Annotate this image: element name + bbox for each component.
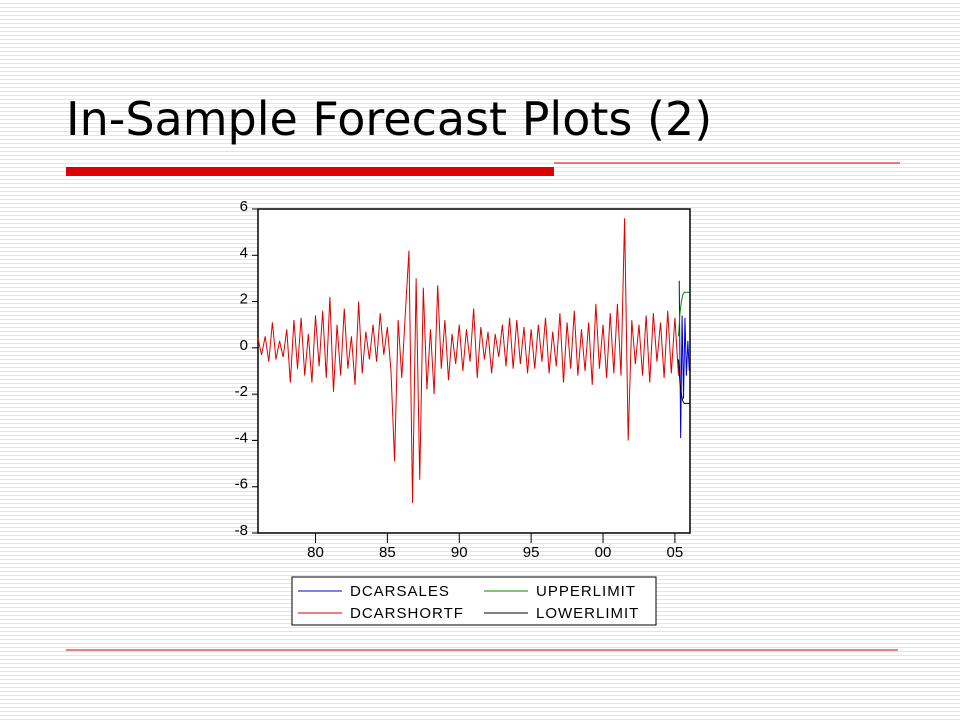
y-tick-label: 4 bbox=[240, 244, 248, 261]
legend-label: DCARSALES bbox=[350, 583, 450, 600]
y-tick-label: -6 bbox=[235, 476, 248, 493]
series-line bbox=[678, 291, 690, 337]
legend-box bbox=[291, 576, 657, 626]
title-bar bbox=[66, 167, 554, 176]
y-tick-label: -2 bbox=[235, 383, 248, 400]
plot-frame bbox=[257, 208, 691, 534]
series-line bbox=[678, 359, 690, 404]
x-tick-label: 05 bbox=[667, 544, 684, 561]
y-tick-label: -8 bbox=[235, 522, 248, 539]
y-tick-label: 2 bbox=[240, 291, 248, 308]
x-tick-label: 00 bbox=[595, 544, 612, 561]
y-tick-label: -4 bbox=[235, 429, 248, 446]
series-line bbox=[678, 280, 690, 439]
y-tick-label: 0 bbox=[240, 337, 248, 354]
x-tick-label: 80 bbox=[307, 544, 324, 561]
legend-label: UPPERLIMIT bbox=[536, 583, 636, 600]
legend-label: DCARSHORTF bbox=[350, 605, 464, 622]
x-tick-label: 90 bbox=[451, 544, 468, 561]
x-tick-label: 85 bbox=[379, 544, 396, 561]
legend-label: LOWERLIMIT bbox=[536, 605, 639, 622]
x-tick-label: 95 bbox=[523, 544, 540, 561]
slide-title: In-Sample Forecast Plots (2) bbox=[66, 92, 713, 146]
series-line bbox=[257, 218, 679, 503]
y-tick-label: 6 bbox=[240, 198, 248, 215]
